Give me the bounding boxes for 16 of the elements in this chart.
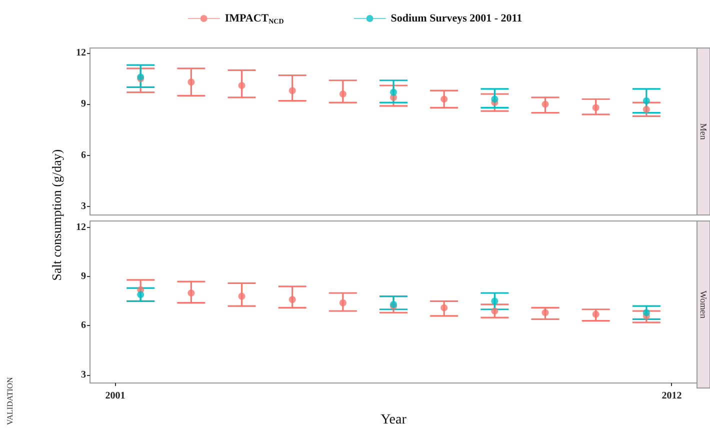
y-tick-label: 9 [81,98,86,110]
x-axis-title: Year [380,412,407,428]
y-tick-label: 6 [81,150,86,161]
y-axis-title: Salt consumption (g/day) [49,149,65,281]
text: VALIDATION [6,376,14,425]
y-tick-label: 6 [81,320,86,332]
x-tick-label: 2001 [105,390,126,402]
text: Women [698,290,708,319]
y-tick-label: 9 [81,271,86,282]
y-tick-label: 3 [81,200,86,212]
y-tick-label: 3 [81,369,86,380]
y-tick-label: 12 [76,48,86,59]
legend-label: Sodium Surveys 2001 - 2011 [390,12,522,24]
text: Men [698,123,708,140]
x-tick-label: 2012 [662,390,682,402]
y-tick-label: 12 [76,222,86,234]
